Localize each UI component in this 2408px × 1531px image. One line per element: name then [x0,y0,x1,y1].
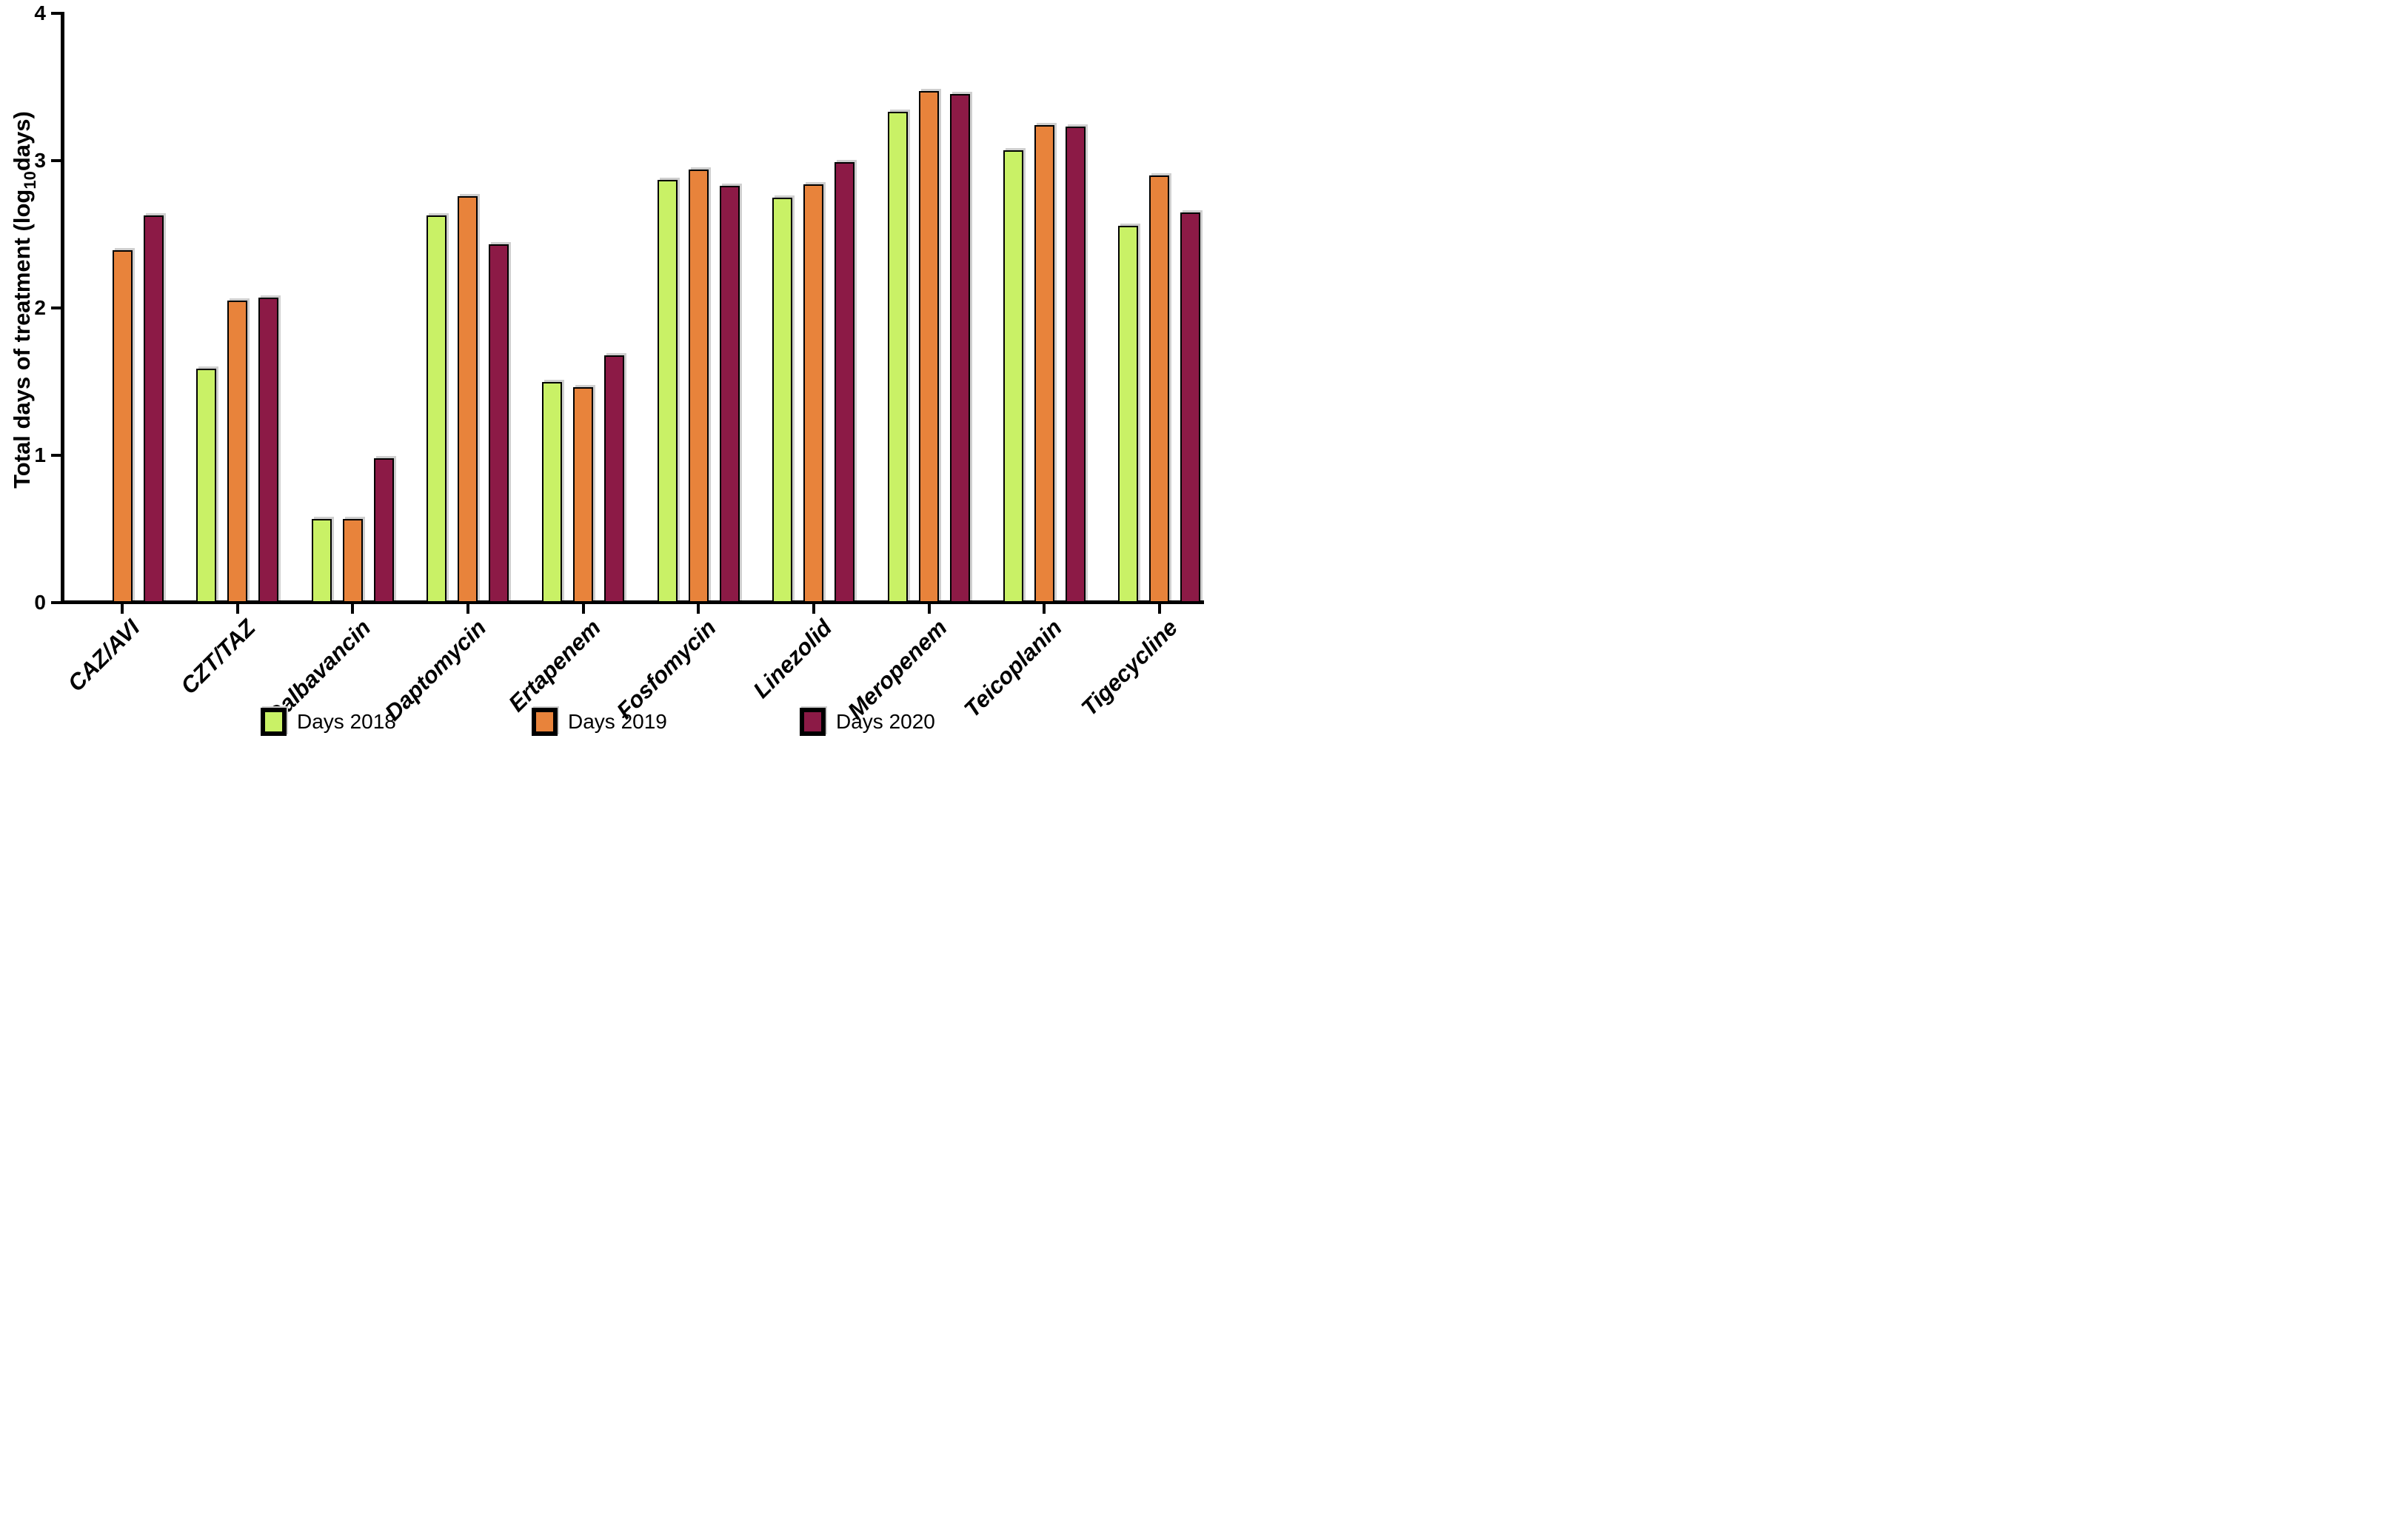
x-axis-tick-7 [927,604,931,614]
bar-CAZ-AVI-Days-2020 [143,215,164,603]
bar-Linezolid-Days-2018 [772,197,793,603]
bar-Meropenem-Days-2019 [919,91,940,603]
bar-Fosfomycin-Days-2019 [688,169,709,603]
y-axis-title-subscript: 10 [21,171,39,190]
bar-Teicoplanin-Days-2019 [1034,125,1054,603]
legend-label-Days-2019: Days 2019 [568,710,667,733]
bar-Meropenem-Days-2020 [950,94,971,603]
bar-Ertapenem-Days-2018 [542,381,563,603]
x-axis-tick-2 [351,604,355,614]
bar-Meropenem-Days-2018 [888,112,909,603]
x-axis-tick-5 [697,604,700,614]
legend-item-Days-2019: Days 2019 [532,705,667,739]
bar-CAZ-AVI-Days-2019 [112,250,133,603]
bar-Teicoplanin-Days-2018 [1003,150,1023,603]
bar-Tigecycline-Days-2020 [1180,212,1201,603]
bar-Teicoplanin-Days-2020 [1065,127,1086,603]
x-category-label-9: Tigecycline [1075,614,1183,721]
x-axis-tick-1 [235,604,239,614]
bar-Dalbavancin-Days-2020 [373,458,394,603]
legend-item-Days-2018: Days 2018 [261,705,396,739]
bar-Fosfomycin-Days-2018 [657,179,678,603]
x-axis-tick-0 [121,604,124,614]
legend-item-Days-2020: Days 2020 [800,705,935,739]
x-category-label-8: Teicoplanin [959,614,1067,723]
bar-Daptomycin-Days-2020 [489,244,509,603]
bar-Dalbavancin-Days-2019 [342,518,363,603]
y-axis-tick-2 [51,306,61,309]
bar-Dalbavancin-Days-2018 [311,518,332,603]
y-axis-tick-label-2: 2 [34,296,46,319]
legend-swatch-Days-2020 [800,708,826,736]
x-category-label-6: Linezolid [747,614,837,703]
y-axis-tick-label-1: 1 [34,443,46,466]
bar-Daptomycin-Days-2019 [458,195,478,603]
bar-Daptomycin-Days-2018 [427,215,447,603]
x-axis-tick-9 [1157,604,1161,614]
bar-CZT-TAZ-Days-2018 [196,368,217,603]
x-category-label-1: CZT/TAZ [175,614,261,700]
legend-swatch-Days-2019 [532,708,558,736]
x-axis-tick-8 [1043,604,1046,614]
legend-label-Days-2020: Days 2020 [836,710,935,733]
bar-CZT-TAZ-Days-2020 [258,298,279,603]
legend-label-Days-2018: Days 2018 [297,710,396,733]
y-axis-tick-4 [51,12,61,15]
bar-Linezolid-Days-2019 [803,184,824,603]
y-axis-tick-label-3: 3 [34,149,46,172]
y-axis-line [61,12,64,604]
bar-Tigecycline-Days-2019 [1149,175,1170,603]
y-axis-tick-label-0: 0 [34,591,46,614]
x-axis-tick-3 [466,604,469,614]
bar-Linezolid-Days-2020 [835,161,855,603]
bar-Tigecycline-Days-2018 [1118,225,1139,603]
x-category-label-4: Ertapenem [504,614,606,717]
x-axis-tick-6 [812,604,815,614]
y-axis-tick-3 [51,159,61,162]
y-axis-title-text: Total days of treatment (log [9,189,35,489]
bar-Ertapenem-Days-2019 [573,387,594,603]
x-category-label-3: Daptomycin [379,614,491,726]
y-axis-tick-1 [51,454,61,457]
y-axis-tick-label-4: 4 [34,1,46,24]
bar-CZT-TAZ-Days-2019 [227,301,248,603]
x-axis-tick-4 [581,604,585,614]
legend-swatch-Days-2018 [261,708,287,736]
bar-Fosfomycin-Days-2020 [719,185,740,603]
bar-Ertapenem-Days-2020 [604,355,625,603]
x-category-label-0: CAZ/AVI [62,614,145,697]
x-axis-line [61,600,1204,604]
y-axis-tick-0 [51,601,61,604]
